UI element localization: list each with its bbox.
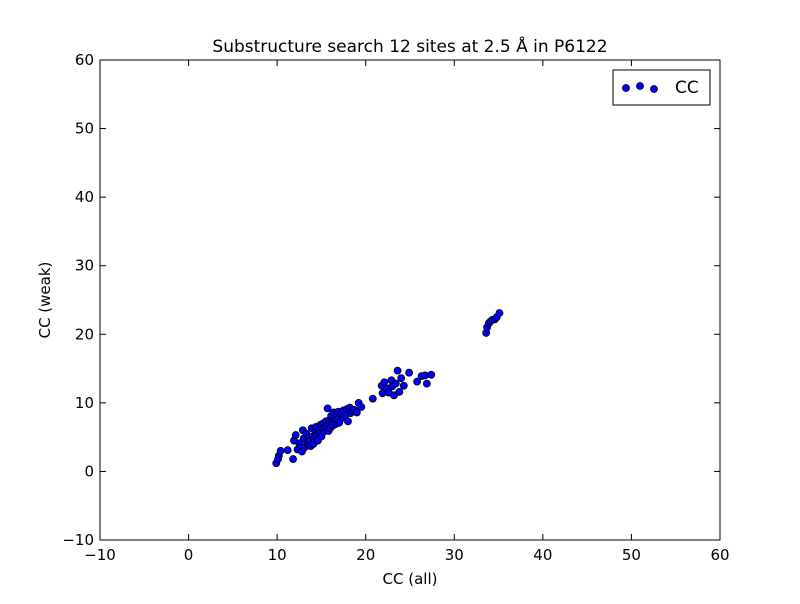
y-tick-label: 10 [75, 394, 94, 412]
plot-area [100, 60, 720, 540]
y-tick-label: −10 [62, 531, 94, 549]
x-tick-label: −10 [84, 546, 116, 564]
data-point [495, 309, 504, 317]
data-point [283, 446, 292, 455]
x-tick-label: 10 [268, 546, 287, 564]
legend-marker [622, 84, 630, 92]
data-point [405, 368, 414, 377]
data-point [291, 431, 300, 439]
data-point [344, 417, 352, 426]
data-point [274, 455, 282, 463]
y-axis-label: CC (weak) [36, 262, 54, 339]
data-point [393, 366, 402, 375]
y-tick-label: 30 [75, 257, 94, 275]
x-tick-label: 50 [622, 546, 641, 564]
data-point [352, 408, 361, 417]
data-point [399, 381, 408, 390]
x-tick-label: 0 [184, 546, 194, 564]
data-point [391, 379, 400, 388]
data-point [427, 370, 436, 379]
plot-frame [99, 59, 721, 541]
data-point [276, 446, 285, 455]
x-tick-label: 20 [356, 546, 375, 564]
data-point [323, 404, 332, 413]
x-axis: −10 0 10 20 30 40 50 60 [84, 60, 730, 564]
data-points [272, 309, 504, 468]
legend-marker [650, 85, 658, 93]
data-point [397, 374, 406, 383]
legend: CC [612, 69, 711, 106]
y-tick-label: 60 [75, 51, 94, 69]
data-point [289, 455, 297, 463]
y-tick-label: 50 [75, 120, 94, 138]
x-tick-label: 30 [445, 546, 464, 564]
x-tick-label: 60 [710, 546, 729, 564]
x-axis-label: CC (all) [383, 570, 438, 588]
y-tick-label: 20 [75, 325, 94, 343]
legend-marker [636, 82, 644, 90]
data-point [422, 379, 431, 388]
x-tick-label: 40 [533, 546, 552, 564]
chart-title: Substructure search 12 sites at 2.5 Å in… [212, 35, 607, 57]
y-axis: −10 0 10 20 30 40 50 60 [62, 51, 720, 549]
data-point [413, 377, 421, 386]
data-point [368, 394, 377, 403]
y-tick-label: 40 [75, 188, 94, 206]
data-point [357, 403, 366, 411]
y-tick-label: 0 [84, 462, 94, 480]
data-point [395, 387, 404, 396]
legend-label: CC [675, 78, 699, 98]
